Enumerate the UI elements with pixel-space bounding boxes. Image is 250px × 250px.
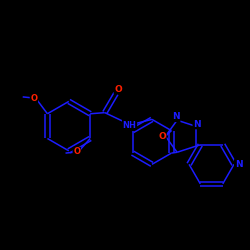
Text: O: O bbox=[114, 84, 122, 94]
Text: N: N bbox=[235, 160, 242, 169]
Text: N: N bbox=[172, 112, 180, 121]
Text: O: O bbox=[158, 132, 166, 141]
Text: NH: NH bbox=[122, 120, 136, 130]
Text: N: N bbox=[193, 120, 201, 128]
Text: O: O bbox=[30, 94, 38, 102]
Text: O: O bbox=[73, 148, 80, 156]
